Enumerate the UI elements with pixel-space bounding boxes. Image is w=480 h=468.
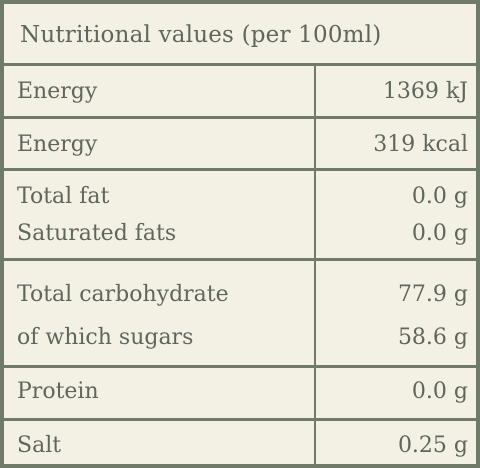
nutrient-name: Saturated fats	[17, 221, 177, 246]
protein-row: Protein 0.0 g	[4, 368, 476, 421]
nutrition-line: Saturated fats 0.0 g	[4, 216, 476, 252]
nutrient-value: 0.0 g	[411, 221, 468, 246]
nutrition-line: Total fat 0.0 g	[4, 179, 476, 215]
nutrient-name: Energy	[17, 132, 98, 157]
carbohydrate-row: Total carbohydrate 77.9 g of which sugar…	[4, 261, 476, 368]
nutrition-line: Energy 319 kcal	[4, 127, 476, 163]
energy-kcal-row: Energy 319 kcal	[4, 119, 476, 171]
salt-row: Salt 0.25 g	[4, 421, 476, 468]
nutrition-line: Energy 1369 kJ	[4, 74, 476, 110]
nutrient-name: Total carbohydrate	[17, 282, 229, 307]
nutrient-value: 0.25 g	[397, 433, 468, 458]
nutrition-title: Nutritional values (per 100ml)	[4, 4, 476, 66]
nutrient-name: Protein	[17, 379, 99, 404]
nutrient-value: 319 kcal	[373, 132, 468, 157]
fat-row: Total fat 0.0 g Saturated fats 0.0 g	[4, 171, 476, 261]
nutrient-value: 77.9 g	[397, 282, 468, 307]
nutrition-line: Total carbohydrate 77.9 g	[4, 277, 476, 313]
nutrient-value: 1369 kJ	[382, 79, 468, 104]
nutrient-name: Total fat	[17, 184, 110, 209]
nutrient-value: 0.0 g	[411, 184, 468, 209]
nutrition-line: Salt 0.25 g	[4, 428, 476, 464]
nutrient-name: of which sugars	[17, 325, 194, 350]
nutrient-name: Energy	[17, 79, 98, 104]
nutrition-line: Protein 0.0 g	[4, 374, 476, 410]
nutrient-value: 0.0 g	[411, 379, 468, 404]
nutrient-value: 58.6 g	[397, 325, 468, 350]
nutrition-line: of which sugars 58.6 g	[4, 320, 476, 356]
energy-kj-row: Energy 1369 kJ	[4, 66, 476, 119]
nutrient-name: Salt	[17, 433, 62, 458]
